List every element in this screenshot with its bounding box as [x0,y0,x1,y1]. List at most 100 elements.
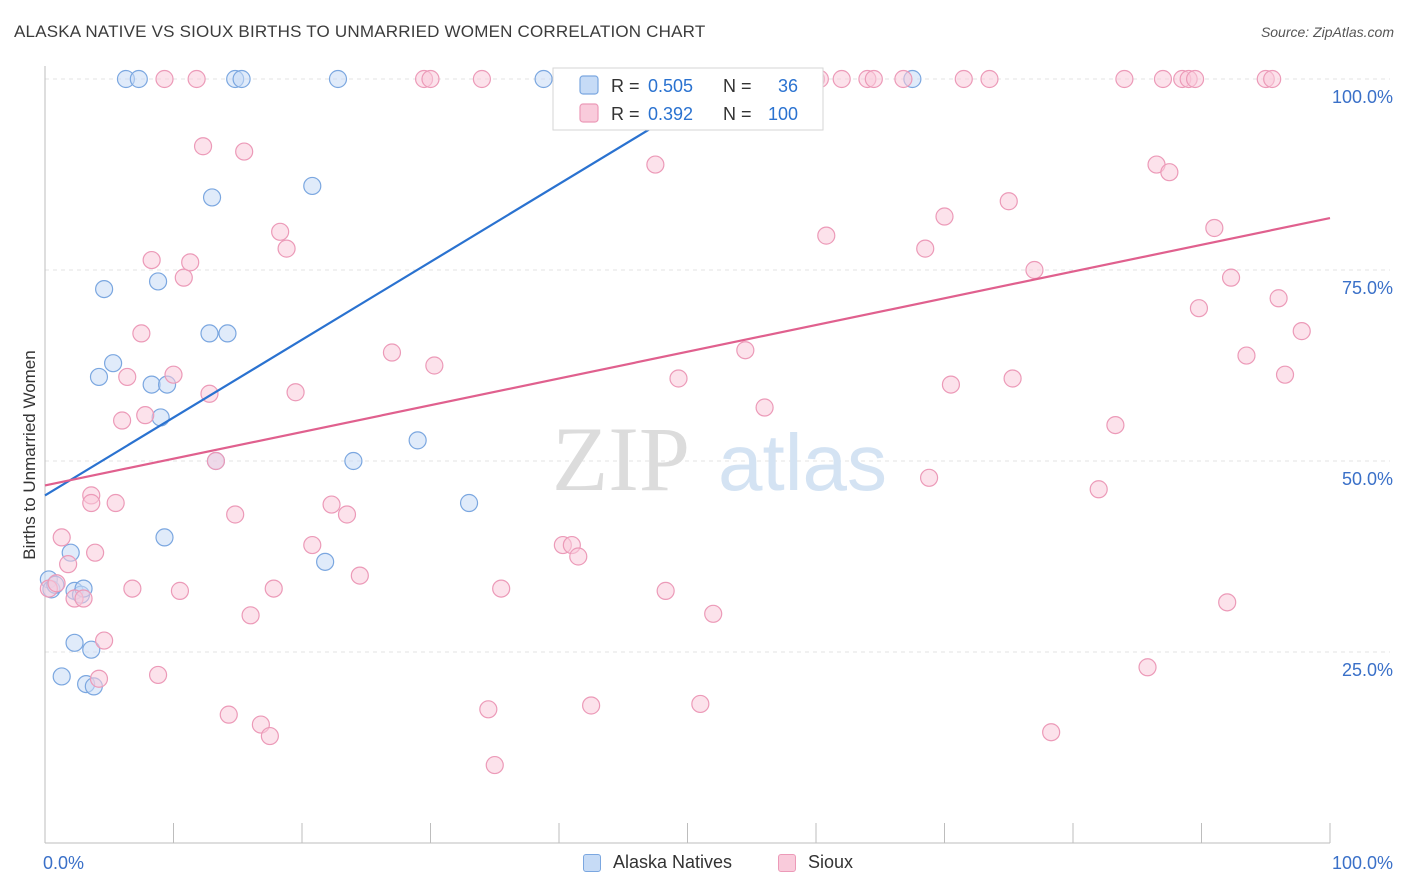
point-sioux [235,142,254,161]
point-sioux [123,579,142,598]
point-sioux [817,226,836,245]
point-alaska-natives [52,667,71,686]
stats-r-label-alaska: R = [611,76,640,96]
point-sioux [1025,260,1044,280]
point-sioux [337,505,357,524]
point-sioux [980,69,999,89]
point-sioux [1292,322,1311,341]
point-sioux [1106,415,1125,435]
stats-r-label-sioux: R = [611,104,640,124]
point-sioux [954,69,973,89]
point-sioux [864,69,883,89]
point-sioux [241,606,260,625]
point-sioux [485,755,504,775]
point-sioux [999,192,1018,211]
point-sioux [89,669,109,688]
point-sioux [1115,69,1134,89]
stats-n-value-sioux: 100 [768,104,798,124]
point-sioux [492,579,511,598]
point-sioux [170,581,190,600]
legend-label-alaska-natives: Alaska Natives [613,852,733,872]
point-sioux [916,239,935,258]
axes [44,66,1331,844]
point-sioux [919,468,939,487]
grid-lines [45,78,1390,653]
point-sioux [226,505,245,524]
point-alaska-natives [408,431,427,450]
point-sioux [1003,369,1022,388]
point-alaska-natives [232,69,251,89]
x-tick-label: 0.0% [43,853,84,873]
point-sioux [669,369,688,388]
point-sioux [303,535,322,555]
point-alaska-natives [155,528,174,547]
point-sioux [187,69,206,89]
chart-legend: Alaska Natives Sioux [0,852,1406,878]
chart-title: ALASKA NATIVE VS SIOUX BIRTHS TO UNMARRI… [14,22,706,41]
watermark-atlas: atlas [718,418,887,507]
point-sioux [193,137,213,156]
trend-lines [44,78,1331,497]
point-sioux [142,250,161,270]
point-sioux [47,574,66,593]
watermark: ZIP atlas [552,408,887,510]
point-sioux [277,239,296,258]
point-sioux [1089,480,1108,499]
stats-n-value-alaska: 36 [778,76,798,96]
legend-swatch-sioux [778,853,796,872]
point-sioux [52,528,71,547]
point-alaska-natives [129,69,148,89]
point-sioux [832,69,851,89]
point-sioux [219,705,238,724]
point-alaska-natives [218,324,237,343]
legend-item-alaska-natives: Alaska Natives [583,852,732,873]
point-sioux [1185,69,1205,89]
y-tick-label: 75.0% [1342,278,1393,298]
point-sioux [286,383,305,402]
point-alaska-natives [95,280,114,299]
point-alaska-natives [104,354,123,373]
point-sioux [421,69,440,89]
point-sioux [350,566,369,585]
y-tick-label: 25.0% [1342,660,1393,680]
point-alaska-natives [202,188,222,207]
point-sioux [106,493,125,513]
y-tick-label: 50.0% [1342,469,1393,489]
stats-r-value-alaska: 0.505 [648,76,693,96]
point-sioux [479,700,498,719]
point-alaska-natives [151,408,170,427]
point-alaska-natives [142,375,161,394]
point-alaska-natives [344,451,363,471]
point-alaska-natives [316,552,335,571]
point-sioux [1160,163,1179,182]
point-sioux [656,581,675,600]
point-sioux [264,579,283,598]
point-sioux [136,406,155,425]
stats-swatch-alaska [579,75,599,95]
stats-swatch-sioux [579,103,599,123]
point-sioux [704,604,723,623]
x-tick-label: 100.0% [1332,853,1393,873]
point-sioux [74,589,93,608]
point-sioux [1138,658,1157,677]
point-sioux [164,365,183,384]
trend-line-sioux [44,216,1331,487]
point-alaska-natives [459,493,479,513]
point-sioux [1153,69,1173,89]
point-alaska-natives [82,640,101,659]
data-points [39,69,1311,775]
stats-n-label-alaska: N = [723,76,752,96]
point-sioux [260,726,279,746]
point-sioux [1221,268,1241,287]
point-sioux [646,155,665,174]
point-sioux [271,222,290,241]
tick-labels: 100.0% 75.0% 50.0% 25.0% 0.0% 100.0% [43,87,1393,873]
point-sioux [132,324,151,343]
point-sioux [1042,723,1061,742]
legend-swatch-alaska-natives [583,853,601,872]
stats-n-label-sioux: N = [723,104,752,124]
point-sioux [1269,289,1288,308]
point-sioux [755,398,774,417]
point-sioux [95,631,114,650]
